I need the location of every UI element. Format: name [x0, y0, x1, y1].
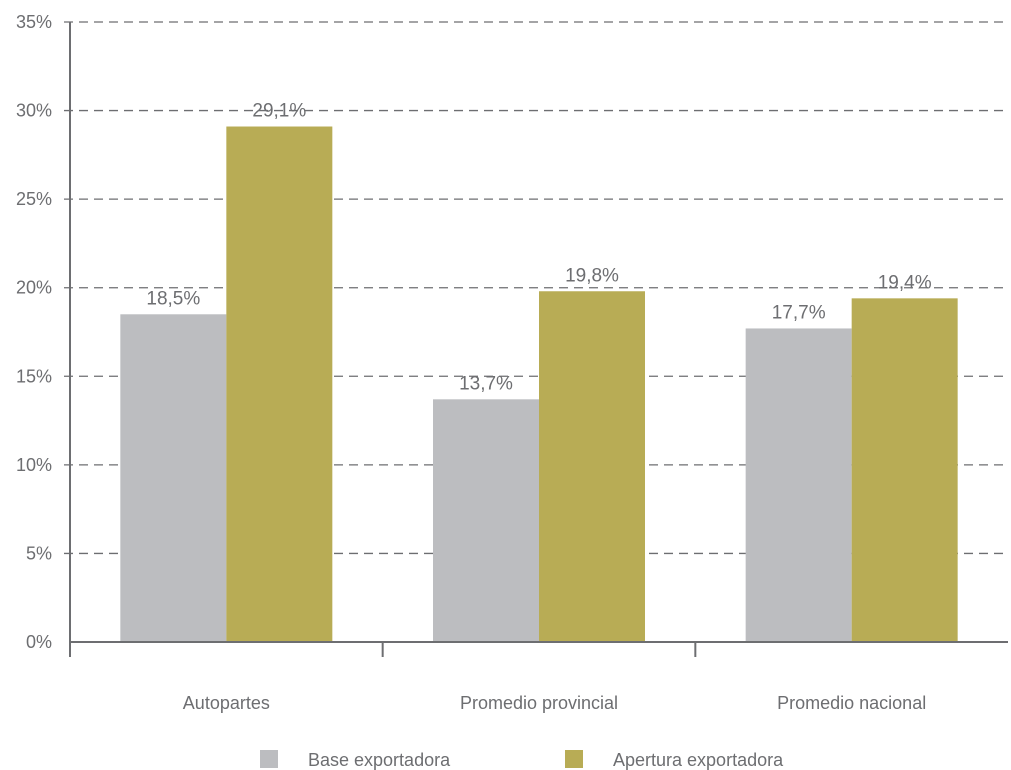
category-label: Promedio nacional — [777, 693, 926, 713]
bar-apertura-exportadora — [226, 126, 333, 642]
legend-swatch — [565, 750, 583, 768]
bar-base-exportadora — [120, 314, 227, 642]
y-tick-label: 5% — [26, 543, 52, 563]
legend: Base exportadora Apertura exportadora — [260, 750, 784, 770]
bar-apertura-exportadora — [539, 291, 645, 642]
y-tick-label: 35% — [16, 12, 52, 32]
bars — [120, 126, 958, 642]
bar-base-exportadora — [433, 399, 539, 642]
category-label: Autopartes — [183, 693, 270, 713]
data-label: 29,1% — [252, 101, 306, 122]
legend-label: Apertura exportadora — [613, 750, 784, 770]
legend-label: Base exportadora — [308, 750, 451, 770]
data-labels: 18,5% 29,1% 13,7% 19,8% 17,7% 19,4% — [146, 101, 931, 395]
axes — [69, 22, 1008, 657]
data-label: 17,7% — [772, 302, 826, 323]
y-tick-label: 10% — [16, 455, 52, 475]
legend-swatch — [260, 750, 278, 768]
data-label: 19,8% — [565, 265, 619, 286]
y-tick-label: 30% — [16, 101, 52, 121]
x-category-labels: Autopartes Promedio provincial Promedio na… — [183, 693, 926, 713]
bar-base-exportadora — [745, 328, 852, 642]
y-tick-labels: 0% 5% 10% 15% 20% 25% 30% 35% — [16, 12, 52, 652]
data-label: 19,4% — [878, 272, 932, 293]
y-tick-label: 0% — [26, 632, 52, 652]
category-label: Promedio provincial — [460, 693, 618, 713]
y-tick-label: 15% — [16, 366, 52, 386]
data-label: 13,7% — [459, 373, 513, 394]
bar-apertura-exportadora — [851, 298, 958, 642]
y-tick-label: 20% — [16, 278, 52, 298]
data-label: 18,5% — [146, 288, 200, 309]
y-tick-label: 25% — [16, 189, 52, 209]
